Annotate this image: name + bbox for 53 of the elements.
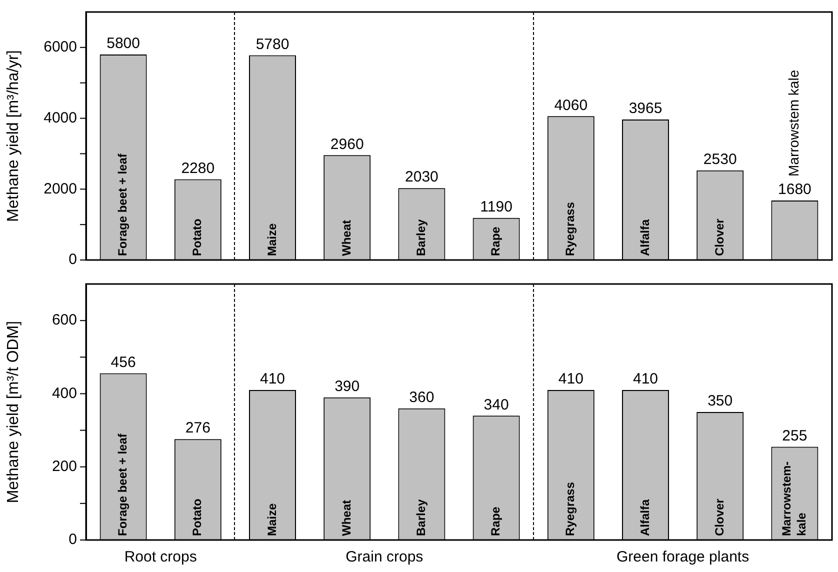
data-label: 360 <box>409 388 434 406</box>
x-tick-label: Wheat <box>339 220 354 256</box>
data-label: 255 <box>782 427 808 444</box>
data-label: 350 <box>708 392 733 410</box>
y-axis-title: Methane yield [m³/ha/yr] <box>5 50 22 222</box>
data-label: 1680 <box>778 181 812 198</box>
y-axis-title: Methane yield [m³/t ODM] <box>5 320 22 504</box>
y-tick-label: 4000 <box>44 109 77 126</box>
x-tick-label: Alfalfa <box>638 219 652 256</box>
x-tick-label: Alfalfa <box>638 499 652 536</box>
x-tick-label: Ryegrass <box>563 482 578 536</box>
x-tick-label: Maize <box>264 222 279 256</box>
x-tick-label: Marrowstem-kale <box>780 461 809 536</box>
data-label: 5780 <box>256 36 290 53</box>
y-tick-label: 2000 <box>44 180 77 198</box>
y-tick-label: 200 <box>52 458 77 475</box>
x-tick-label: Forage beet + leaf <box>116 152 130 256</box>
y-tick-label: 600 <box>52 312 77 329</box>
x-tick-label: Potato <box>190 218 204 256</box>
x-tick-label: Clover <box>712 498 726 536</box>
x-tick-label: Barley <box>414 218 428 256</box>
x-tick-label: Barley <box>414 498 428 536</box>
data-label: 4060 <box>554 96 588 114</box>
text: Grain crops <box>346 548 424 566</box>
data-label: 410 <box>632 370 658 388</box>
data-label: 3965 <box>628 100 662 118</box>
data-label: 2280 <box>181 160 215 177</box>
data-label: 456 <box>110 354 136 371</box>
data-label: 410 <box>558 370 584 388</box>
x-tick-label: Maize <box>264 502 279 536</box>
x-tick-label: Rape <box>488 226 503 256</box>
data-label: 410 <box>260 370 286 388</box>
y-tick-label: 0 <box>68 251 77 268</box>
data-label: 390 <box>334 378 360 396</box>
data-label: 2960 <box>330 136 364 153</box>
data-label: 2530 <box>703 151 737 168</box>
y-tick-label: 400 <box>52 384 77 402</box>
data-label: 2030 <box>405 168 438 186</box>
x-tick-label: Ryegrass <box>563 202 578 256</box>
x-tick-label: Rape <box>488 506 503 536</box>
data-label: 276 <box>185 420 210 437</box>
x-tick-label: Clover <box>712 218 726 256</box>
text: Green forage plants <box>616 548 750 566</box>
x-tick-label: Wheat <box>339 500 354 536</box>
text: Root crops <box>124 548 197 566</box>
y-tick-label: 6000 <box>44 38 77 56</box>
y-tick-label: 0 <box>68 531 77 548</box>
data-label: 340 <box>484 396 509 414</box>
data-label: 1190 <box>480 198 512 216</box>
data-label: 5800 <box>106 35 140 52</box>
x-tick-label: Forage beet + leaf <box>116 432 130 536</box>
x-tick-label: Potato <box>190 498 204 536</box>
x-tick-label: Marrowstem kale <box>786 70 802 176</box>
